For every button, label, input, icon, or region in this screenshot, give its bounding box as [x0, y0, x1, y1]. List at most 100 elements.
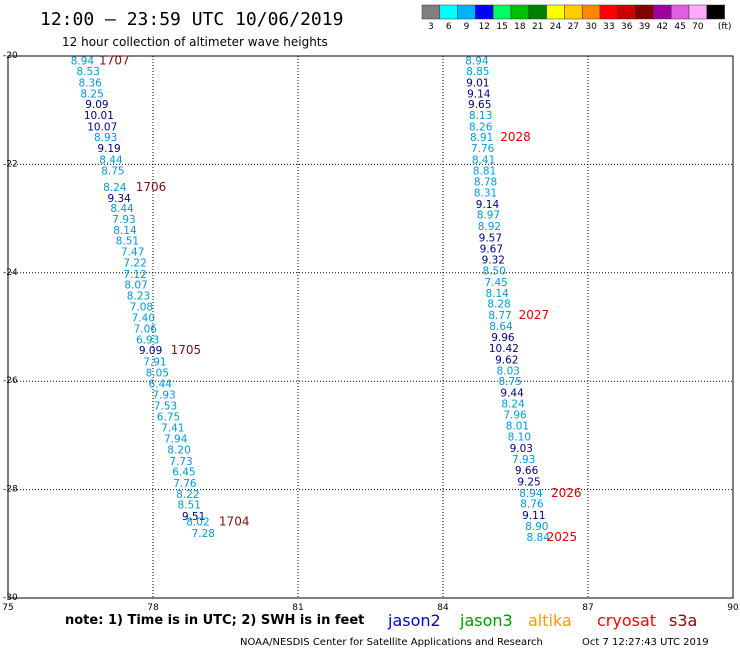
color-scale-tick: 6	[446, 22, 452, 32]
wave-height-label: 8.10	[508, 431, 531, 443]
wave-height-label: 8.31	[474, 188, 497, 200]
wave-height-label: 7.47	[121, 247, 144, 259]
wave-height-label: 8.91	[470, 132, 493, 144]
x-tick-label: 81	[292, 603, 303, 613]
wave-height-label: 8.24	[501, 398, 525, 410]
wave-height-label: 8.90	[525, 521, 548, 533]
wave-height-label: 9.19	[97, 143, 120, 155]
wave-height-label: 8.13	[469, 110, 492, 122]
color-swatch	[599, 4, 619, 20]
satellite-legend: jason2 jason3 altika cryosat s3a	[387, 611, 697, 630]
y-tick-label: -24	[3, 268, 18, 278]
color-swatch	[421, 4, 441, 20]
wave-height-label: 9.09	[85, 99, 108, 111]
wave-height-label: 7.76	[173, 478, 197, 490]
wave-height-label: 8.53	[77, 66, 100, 78]
color-scale-tick: 21	[532, 22, 543, 32]
pass-number-label: 1705	[171, 343, 202, 357]
wave-height-label: 8.76	[520, 499, 544, 511]
wave-height-label: 9.67	[480, 243, 503, 255]
color-scale-tick: 12	[479, 22, 490, 32]
color-scale-tick: 30	[585, 22, 597, 32]
color-scale-unit: (ft)	[718, 22, 732, 32]
satellite-legend-item: s3a	[669, 611, 697, 630]
color-swatch	[635, 4, 654, 20]
wave-height-label: 7.40	[132, 313, 155, 325]
satellite-legend-item: cryosat	[597, 611, 656, 630]
satellite-legend-item: jason2	[387, 611, 441, 630]
x-tick-label: 75	[2, 603, 13, 613]
wave-height-label: 8.92	[478, 221, 501, 233]
pass-number-label: 2025	[547, 530, 578, 544]
wave-height-label: 9.62	[495, 354, 518, 366]
satellite-legend-item: altika	[528, 611, 572, 630]
wave-height-label: 9.96	[491, 332, 515, 344]
satellite-legend-item: jason3	[459, 611, 513, 630]
wave-height-label: 8.07	[124, 280, 147, 292]
wave-height-label: 8.02	[186, 516, 209, 528]
wave-height-label: 9.03	[510, 443, 533, 455]
wave-height-label: 6.75	[157, 411, 180, 423]
color-scale-tick: 45	[674, 22, 685, 32]
chart-title: 12:00 – 23:59 UTC 10/06/2019	[40, 9, 343, 30]
wave-height-label: 9.25	[517, 476, 540, 488]
color-swatch	[439, 4, 458, 20]
color-scale-tick: 24	[550, 22, 562, 32]
wave-height-label: 9.01	[466, 77, 489, 89]
wave-height-label: 9.44	[500, 387, 524, 399]
color-swatch	[688, 4, 708, 20]
wave-height-label: 8.81	[473, 165, 496, 177]
pass-number-label: 2026	[551, 486, 582, 500]
pass-number-label: 1707	[99, 53, 130, 67]
wave-height-label: 8.14	[113, 225, 137, 237]
color-swatch	[475, 4, 494, 20]
plot-area: 75 78 81 84 87 90-20-22-24-26-28-308.948.538.…	[2, 51, 739, 613]
wave-height-label: 7.91	[143, 357, 166, 369]
wave-height-label: 9.34	[107, 193, 131, 205]
wave-height-label: 6.45	[172, 467, 195, 479]
wave-height-label: 10.42	[489, 343, 519, 355]
wave-height-label: 8.05	[146, 367, 169, 379]
wave-height-label: 8.85	[466, 66, 489, 78]
color-scale-tick: 18	[514, 22, 526, 32]
pass-number-label: 1706	[136, 180, 167, 194]
wave-height-label: 7.12	[123, 269, 146, 281]
color-swatch	[564, 4, 583, 20]
chart-subtitle: 12 hour collection of altimeter wave hei…	[62, 35, 328, 49]
pass-number-label: 2028	[500, 130, 531, 144]
color-swatch	[492, 4, 512, 20]
y-tick-label: -28	[3, 485, 18, 495]
wave-height-label: 9.14	[467, 88, 491, 100]
color-swatch	[546, 4, 565, 20]
y-tick-label: -26	[3, 376, 18, 386]
color-swatch	[653, 4, 672, 20]
wave-height-label: 7.96	[503, 410, 527, 422]
wave-height-label: 8.14	[485, 288, 509, 300]
wave-height-label: 8.51	[116, 236, 139, 248]
wave-height-label: 7.45	[484, 277, 507, 289]
wave-height-label: 8.93	[94, 132, 117, 144]
wave-height-label: 8.94	[465, 55, 489, 67]
wave-height-label: 7.41	[161, 423, 184, 435]
wave-height-label: 9.09	[139, 345, 162, 357]
wave-height-label: 10.07	[87, 121, 117, 133]
wave-height-label: 8.01	[506, 421, 529, 433]
wave-height-label: 8.24	[103, 182, 127, 194]
y-tick-label: -20	[3, 51, 18, 61]
x-tick-label: 90	[727, 603, 739, 613]
color-scale-tick: 15	[496, 22, 507, 32]
wave-height-label: 8.51	[178, 500, 201, 512]
wave-height-label: 8.75	[498, 376, 521, 388]
wave-height-label: 8.03	[497, 365, 520, 377]
altimeter-track: 8.948.538.368.259.0910.0110.078.939.198.…	[71, 53, 250, 540]
wave-height-label: 9.11	[522, 510, 545, 522]
wave-height-label: 9.57	[479, 232, 502, 244]
color-swatch	[617, 4, 636, 20]
color-scale-tick: 42	[657, 22, 668, 32]
wave-height-label: 8.84	[527, 532, 551, 544]
wave-height-label: 10.01	[84, 110, 114, 122]
footer-credit: NOAA/NESDIS Center for Satellite Applica…	[240, 637, 543, 648]
wave-height-label: 7.06	[134, 324, 158, 336]
color-swatch	[528, 4, 547, 20]
color-swatch	[581, 4, 601, 20]
